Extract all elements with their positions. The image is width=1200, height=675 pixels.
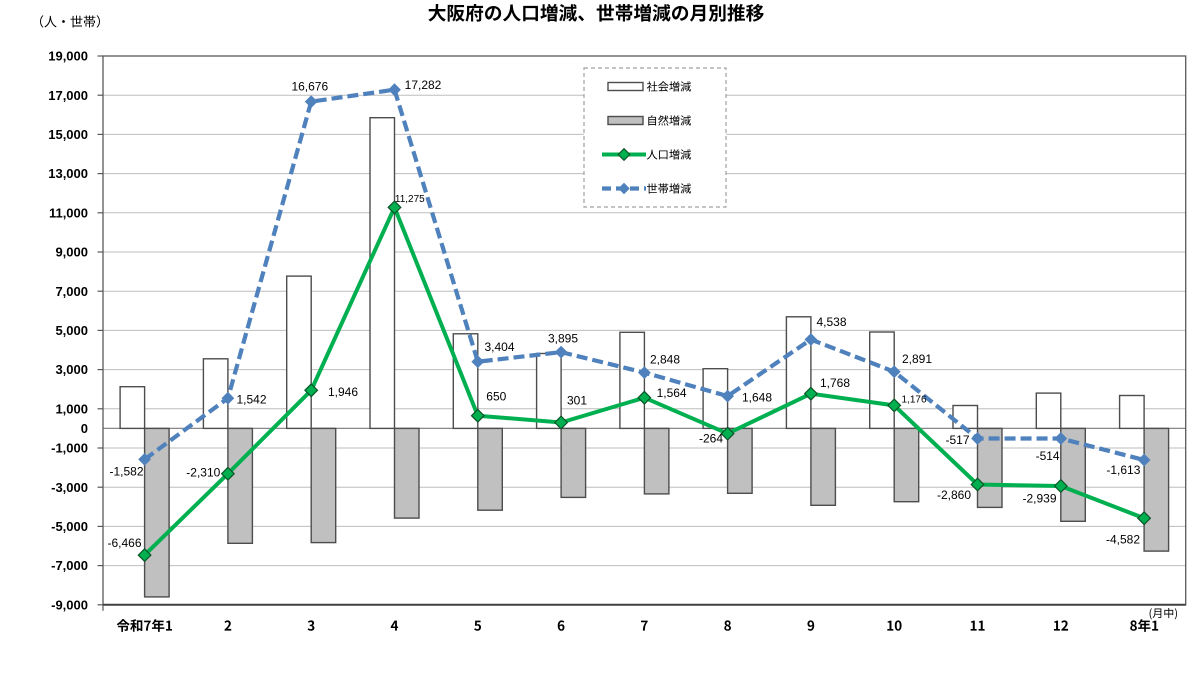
svg-text:-2,860: -2,860 xyxy=(937,488,971,502)
svg-text:1,768: 1,768 xyxy=(820,376,850,390)
svg-text:-1,613: -1,613 xyxy=(1106,463,1140,477)
svg-text:-264: -264 xyxy=(699,431,723,445)
svg-text:-514: -514 xyxy=(1036,449,1060,463)
svg-text:-1,000: -1,000 xyxy=(51,441,88,456)
svg-text:3,404: 3,404 xyxy=(484,340,514,354)
svg-text:4,538: 4,538 xyxy=(816,315,846,329)
svg-text:-2,310: -2,310 xyxy=(186,466,220,480)
svg-text:11,000: 11,000 xyxy=(49,205,88,220)
svg-text:19,000: 19,000 xyxy=(48,49,88,64)
svg-text:16,676: 16,676 xyxy=(291,79,328,93)
svg-text:17,000: 17,000 xyxy=(48,88,88,103)
svg-text:15,000: 15,000 xyxy=(48,127,88,142)
svg-text:3,000: 3,000 xyxy=(55,362,88,377)
svg-text:5,000: 5,000 xyxy=(55,323,88,338)
svg-text:2,891: 2,891 xyxy=(902,352,932,366)
svg-text:17,282: 17,282 xyxy=(405,78,442,92)
svg-text:1,946: 1,946 xyxy=(328,385,358,399)
svg-text:-1,582: -1,582 xyxy=(109,465,143,479)
svg-text:7,000: 7,000 xyxy=(55,284,88,299)
svg-text:-517: -517 xyxy=(945,433,969,447)
svg-text:-2,939: -2,939 xyxy=(1022,492,1056,506)
svg-text:-4,582: -4,582 xyxy=(1106,532,1140,546)
svg-text:650: 650 xyxy=(486,390,506,404)
svg-text:9,000: 9,000 xyxy=(55,245,88,260)
svg-text:-7,000: -7,000 xyxy=(51,558,88,573)
svg-text:0: 0 xyxy=(81,421,88,436)
svg-text:13,000: 13,000 xyxy=(48,166,88,181)
svg-text:301: 301 xyxy=(567,393,587,407)
svg-text:1,564: 1,564 xyxy=(657,386,687,400)
svg-text:-5,000: -5,000 xyxy=(51,519,88,534)
svg-text:1,000: 1,000 xyxy=(55,401,88,416)
svg-text:-6,466: -6,466 xyxy=(107,536,141,550)
svg-text:1,176: 1,176 xyxy=(901,395,926,406)
svg-text:11,275: 11,275 xyxy=(395,194,425,205)
svg-text:3,895: 3,895 xyxy=(548,331,578,345)
svg-text:2,848: 2,848 xyxy=(650,352,680,366)
svg-text:1,648: 1,648 xyxy=(742,390,772,404)
svg-text:-3,000: -3,000 xyxy=(51,480,88,495)
svg-text:-9,000: -9,000 xyxy=(51,597,88,612)
svg-text:1,542: 1,542 xyxy=(236,392,266,406)
